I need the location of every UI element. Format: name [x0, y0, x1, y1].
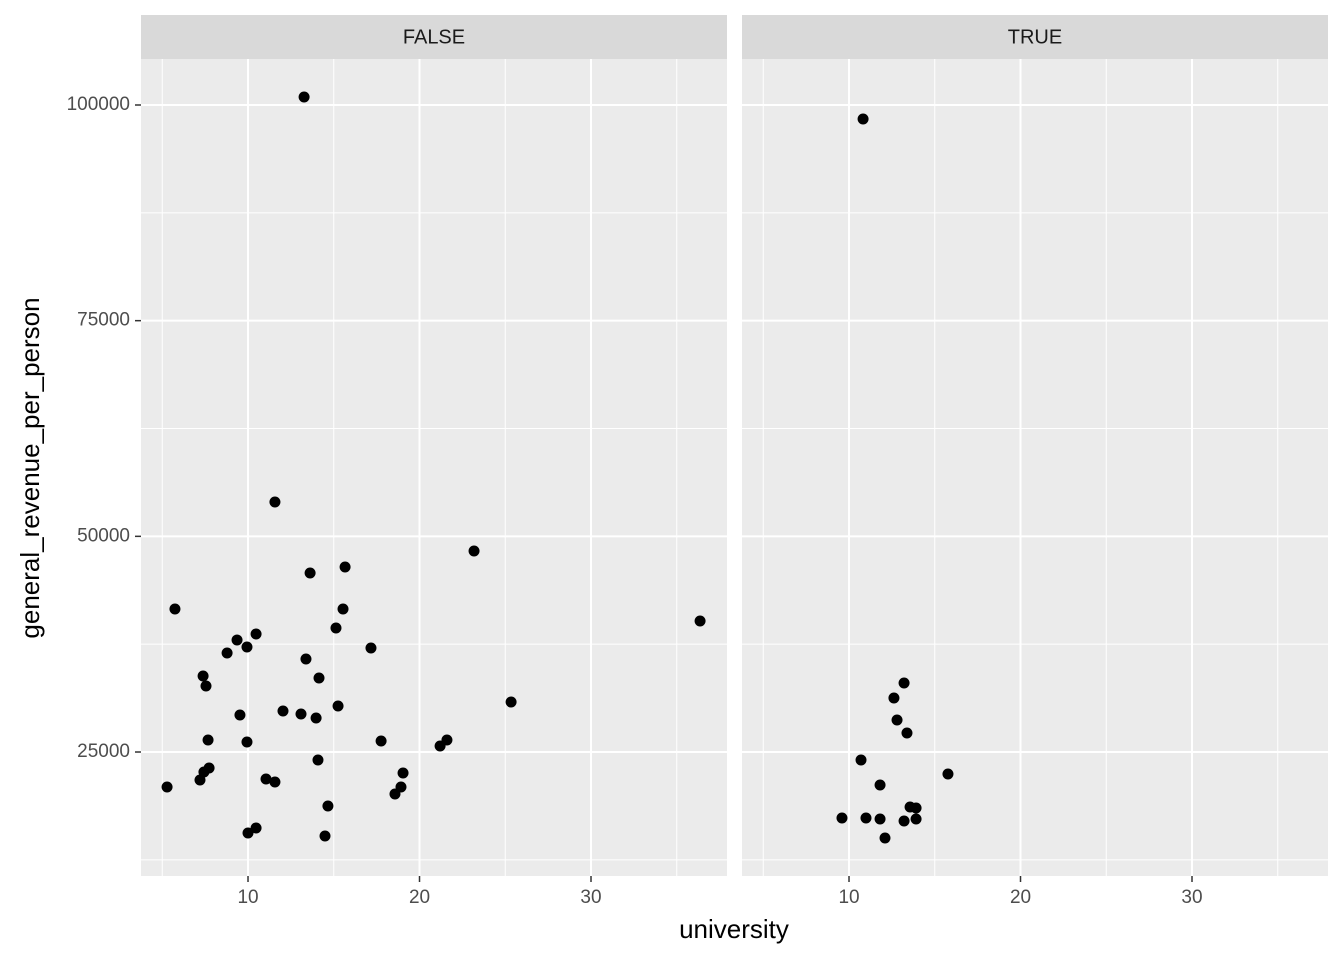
- point: [260, 773, 272, 785]
- point: [313, 672, 325, 684]
- point: [242, 827, 254, 839]
- point: [468, 545, 480, 557]
- point: [250, 822, 262, 834]
- point: [898, 677, 910, 689]
- point: [304, 567, 316, 579]
- point: [855, 754, 867, 766]
- point: [322, 800, 334, 812]
- point: [891, 714, 903, 726]
- x-tick-label: 30: [1181, 887, 1202, 908]
- x-tick-label: 30: [580, 887, 601, 908]
- point: [942, 768, 954, 780]
- point: [197, 670, 209, 682]
- point: [389, 788, 401, 800]
- point: [234, 709, 246, 721]
- x-axis-title: university: [679, 914, 789, 944]
- point: [365, 642, 377, 654]
- point: [694, 615, 706, 627]
- point: [241, 736, 253, 748]
- point: [874, 813, 886, 825]
- point: [898, 815, 910, 827]
- point: [300, 653, 312, 665]
- point: [860, 812, 872, 824]
- point: [901, 727, 913, 739]
- strip-background: [141, 15, 727, 59]
- point: [298, 91, 310, 103]
- point: [375, 735, 387, 747]
- strip-label: FALSE: [403, 26, 465, 48]
- point: [857, 113, 869, 125]
- strip-label: TRUE: [1008, 26, 1062, 48]
- point: [310, 712, 322, 724]
- y-tick-label: 75000: [77, 310, 130, 331]
- x-tick-label: 20: [409, 887, 430, 908]
- y-tick-label: 50000: [77, 525, 130, 546]
- point: [202, 734, 214, 746]
- x-tick-label: 10: [237, 887, 258, 908]
- point: [200, 680, 212, 692]
- point: [231, 634, 243, 646]
- point: [221, 647, 233, 659]
- point: [250, 628, 262, 640]
- point: [339, 561, 351, 573]
- panel-background: [141, 59, 727, 876]
- y-tick-label: 25000: [77, 741, 130, 762]
- x-tick-label: 20: [1010, 887, 1031, 908]
- panel-background: [742, 59, 1328, 876]
- x-tick-label: 10: [838, 887, 859, 908]
- point: [169, 603, 181, 615]
- point: [269, 776, 281, 788]
- point: [241, 641, 253, 653]
- y-axis-title: general_revenue_per_person: [15, 297, 45, 638]
- point: [319, 830, 331, 842]
- point: [337, 603, 349, 615]
- point: [277, 705, 289, 717]
- point: [888, 692, 900, 704]
- point: [910, 802, 922, 814]
- point: [161, 781, 173, 793]
- point: [434, 740, 446, 752]
- point: [910, 813, 922, 825]
- point: [874, 779, 886, 791]
- point: [330, 622, 342, 634]
- strip-background: [742, 15, 1328, 59]
- point: [397, 767, 409, 779]
- point: [332, 700, 344, 712]
- y-tick-label: 100000: [67, 94, 130, 115]
- point: [269, 496, 281, 508]
- point: [879, 832, 891, 844]
- point: [505, 696, 517, 708]
- point: [295, 708, 307, 720]
- point: [836, 812, 848, 824]
- point: [194, 774, 206, 786]
- point: [312, 754, 324, 766]
